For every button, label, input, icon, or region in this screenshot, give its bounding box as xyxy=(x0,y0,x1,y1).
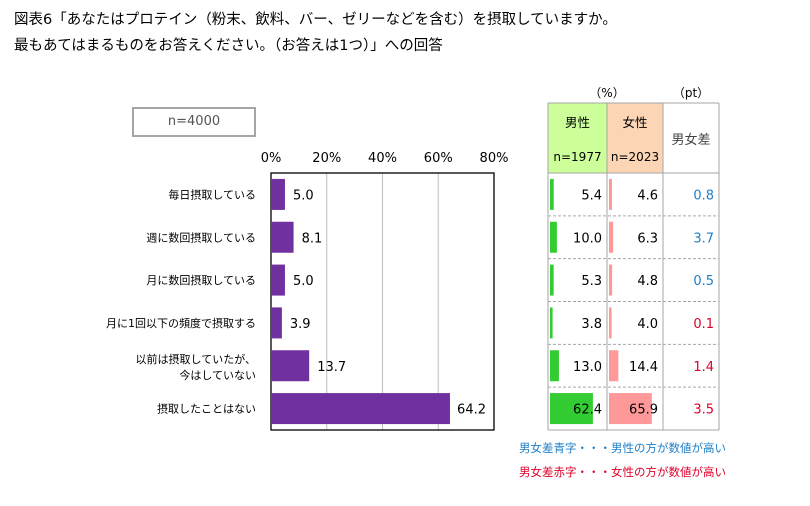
plot-frame xyxy=(270,172,495,431)
male-cell-bar xyxy=(550,393,593,425)
male-value: 62.4 xyxy=(573,403,602,418)
diff-value: 3.5 xyxy=(693,403,714,418)
female-cell-bar xyxy=(609,350,619,382)
diff-value: 0.1 xyxy=(693,317,714,332)
male-cell-bar xyxy=(550,350,559,382)
diff-value: 1.4 xyxy=(693,360,714,375)
female-cell-bar xyxy=(609,307,612,339)
female-cell-bar xyxy=(609,221,614,253)
bar xyxy=(271,221,294,253)
bar-value-label: 64.2 xyxy=(457,403,486,418)
bar-value-label: 13.7 xyxy=(317,360,346,375)
category-label: 以前は摂取していたが、 xyxy=(136,352,256,366)
male-cell-bar xyxy=(550,307,553,339)
bar xyxy=(271,264,285,296)
female-value: 65.9 xyxy=(629,403,658,418)
bar-value-label: 8.1 xyxy=(302,231,323,246)
female-value: 14.4 xyxy=(629,360,658,375)
female-n: n=2023 xyxy=(611,150,659,164)
x-tick-label: 60% xyxy=(424,151,453,166)
category-label: 月に1回以下の頻度で摂取する xyxy=(106,316,256,330)
category-label: 摂取したことはない xyxy=(157,402,256,416)
x-tick-label: 80% xyxy=(480,151,509,166)
bar-value-label: 5.0 xyxy=(293,188,314,203)
bar xyxy=(271,393,450,425)
male-cell-bar xyxy=(550,221,557,253)
female-header-bg xyxy=(607,103,663,173)
male-value: 3.8 xyxy=(581,317,602,332)
female-header: 女性 xyxy=(622,115,647,130)
legend-note-red: 男女差赤字・・・女性の方が数値が高い xyxy=(519,465,726,479)
female-cell-bar xyxy=(609,264,613,296)
male-header-bg xyxy=(548,103,607,173)
category-label: 今はしていない xyxy=(179,368,256,382)
male-value: 13.0 xyxy=(573,360,602,375)
x-tick-label: 20% xyxy=(312,151,341,166)
male-value: 5.3 xyxy=(581,274,602,289)
female-value: 4.8 xyxy=(637,274,658,289)
diff-value: 3.7 xyxy=(693,231,714,246)
male-cell-bar xyxy=(550,178,554,210)
female-value: 6.3 xyxy=(637,231,658,246)
x-tick-label: 0% xyxy=(261,151,282,166)
male-header: 男性 xyxy=(565,115,590,130)
diff-value: 0.8 xyxy=(693,188,714,203)
category-label: 月に数回摂取している xyxy=(146,273,256,287)
bar-value-label: 5.0 xyxy=(293,274,314,289)
male-value: 5.4 xyxy=(581,188,602,203)
male-cell-bar xyxy=(550,264,554,296)
bar xyxy=(271,350,310,382)
category-label: 毎日摂取している xyxy=(168,187,256,201)
unit-pct: （%） xyxy=(589,86,624,100)
male-n: n=1977 xyxy=(553,150,601,164)
male-value: 10.0 xyxy=(573,231,602,246)
chart-title-line2: 最もあてはまるものをお答えください。（お答えは1つ）」への回答 xyxy=(14,38,443,54)
bar xyxy=(271,178,285,210)
diff-header: 男女差 xyxy=(671,132,710,148)
female-cell-bar xyxy=(609,178,612,210)
x-tick-label: 40% xyxy=(368,151,397,166)
legend-note-blue: 男女差青字・・・男性の方が数値が高い xyxy=(519,441,726,455)
female-cell-bar xyxy=(609,393,652,425)
unit-pt: （pt） xyxy=(673,86,709,100)
sample-size-box: n=4000 xyxy=(132,107,256,137)
diff-value: 0.5 xyxy=(693,274,714,289)
category-label: 週に数回摂取している xyxy=(146,230,256,244)
chart-title-line1: 図表6「あなたはプロテイン（粉末、飲料、バー、ゼリーなどを含む）を摂取しています… xyxy=(14,12,617,28)
bar xyxy=(271,307,282,339)
bar-value-label: 3.9 xyxy=(290,317,311,332)
female-value: 4.6 xyxy=(637,188,658,203)
female-value: 4.0 xyxy=(637,317,658,332)
